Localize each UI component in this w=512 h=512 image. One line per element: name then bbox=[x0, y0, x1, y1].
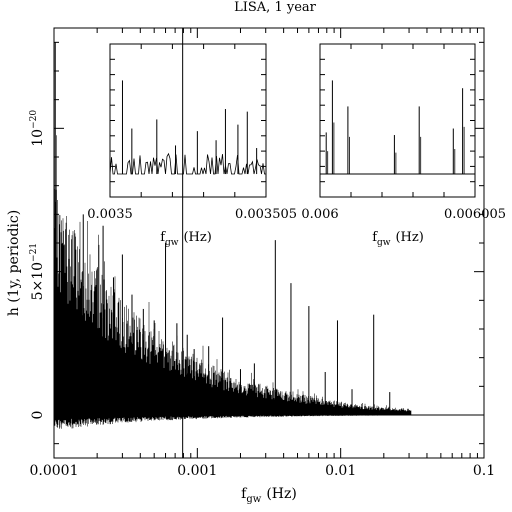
inset-right-x-label: fgw (Hz) bbox=[372, 230, 424, 248]
inset-right-ticks: 0.006 0.006005 bbox=[301, 44, 506, 222]
noise-spectrum bbox=[54, 135, 412, 429]
inset-right-series bbox=[320, 80, 475, 175]
inset-right: 0.006 0.006005 fgw (Hz) bbox=[301, 43, 506, 248]
inset-noise bbox=[109, 152, 266, 175]
inset-x-tick-label: 0.0035 bbox=[87, 207, 133, 222]
y-axis-label: h (1y, periodic) bbox=[6, 210, 22, 316]
inset-left-x-label: fgw (Hz) bbox=[160, 230, 212, 248]
data-series bbox=[54, 28, 484, 458]
y-tick-label: 10−20 bbox=[29, 110, 46, 147]
axis-ticks: 0.0001 0.001 0.01 0.1 0 5×10−21 10−20 bbox=[29, 28, 495, 479]
inset-left-frame bbox=[109, 43, 267, 198]
x-axis-label: fgw (Hz) bbox=[241, 486, 297, 505]
inset-right-frame bbox=[319, 43, 476, 198]
x-tick-label: 0.01 bbox=[325, 463, 356, 479]
main-plot: 0.0001 0.001 0.01 0.1 0 5×10−21 10−20 h (1y, p… bbox=[6, 27, 495, 505]
y-tick-label: 0 bbox=[30, 411, 46, 420]
y-tick-label: 5×10−21 bbox=[29, 243, 46, 300]
inset-x-tick-label: 0.006 bbox=[301, 207, 338, 222]
x-tick-label: 0.001 bbox=[177, 463, 217, 479]
inset-x-tick-label: 0.003505 bbox=[235, 207, 297, 222]
x-tick-label: 0.0001 bbox=[30, 463, 79, 479]
inset-left-series bbox=[109, 44, 266, 197]
inset-x-tick-label: 0.006005 bbox=[444, 207, 506, 222]
chart-title: LISA, 1 year bbox=[234, 0, 317, 15]
inset-left: 0.0035 0.003505 fgw (Hz) bbox=[87, 43, 297, 248]
x-tick-label: 0.1 bbox=[473, 463, 495, 479]
inset-left-ticks: 0.0035 0.003505 bbox=[87, 44, 297, 222]
